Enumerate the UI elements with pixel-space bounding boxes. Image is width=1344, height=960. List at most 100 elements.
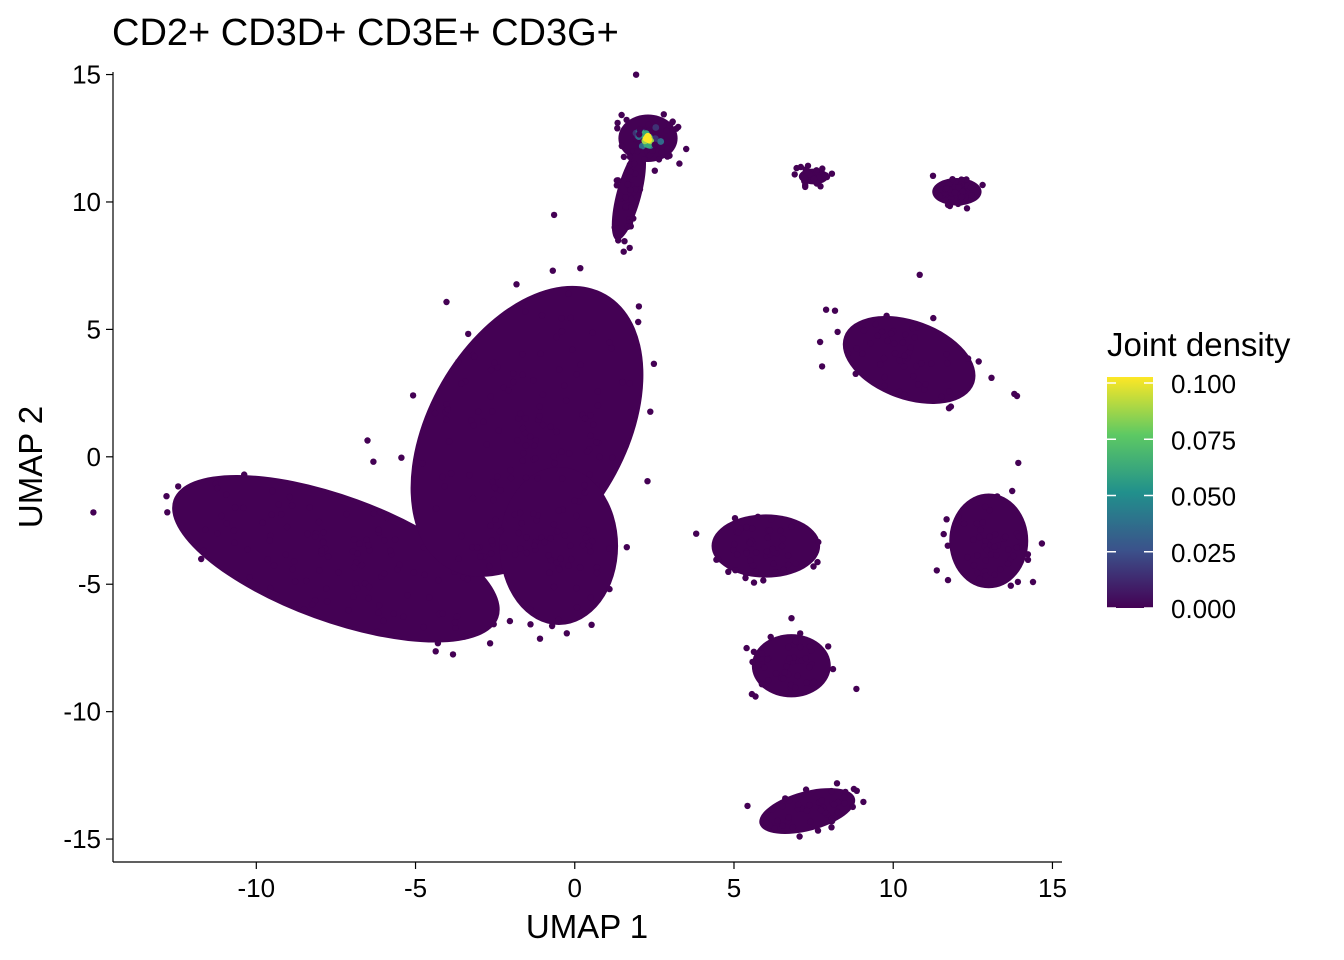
cell-point (200, 547, 207, 554)
cell-point (231, 504, 239, 511)
cell-point (352, 580, 359, 587)
cell-point (807, 818, 814, 825)
cell-point (626, 173, 633, 180)
cell-point (891, 350, 899, 357)
cell-point (813, 167, 820, 174)
cell-point (829, 817, 836, 825)
cell-point (622, 443, 629, 450)
cell-point (909, 325, 916, 332)
cell-point (785, 814, 792, 821)
cell-point (606, 339, 613, 346)
colorbar-tick-label: 0.050 (1171, 482, 1236, 512)
cell-point (1024, 551, 1032, 558)
cell-point (988, 374, 995, 381)
cell-point (976, 533, 983, 541)
cell-point (613, 182, 620, 189)
cell-point (955, 513, 962, 521)
cell-point (628, 204, 635, 211)
cell-point (266, 537, 273, 544)
cell-point (473, 544, 481, 551)
cell-point (573, 604, 581, 611)
cell-point (986, 507, 993, 514)
cell-point (734, 529, 742, 536)
cell-point (175, 483, 182, 490)
cell-point (622, 194, 629, 201)
cell-point (536, 413, 543, 420)
cell-point (461, 633, 468, 640)
colorbar-tick-label: 0.100 (1171, 369, 1236, 399)
x-tick-label: -5 (404, 873, 427, 903)
cell-point (396, 561, 403, 568)
cell-point (959, 188, 966, 195)
cell-point (345, 607, 352, 614)
cell-point (507, 466, 514, 474)
cell-point (518, 520, 525, 527)
cell-point (981, 568, 989, 575)
cell-point (381, 537, 388, 544)
cell-point (589, 329, 596, 336)
cell-point (443, 401, 450, 408)
cell-point (900, 363, 908, 370)
cell-point (1002, 533, 1009, 540)
cell-point (370, 510, 377, 517)
cell-point (458, 532, 465, 540)
cell-point (647, 408, 654, 415)
cell-point (577, 265, 584, 272)
cell-point (567, 542, 574, 549)
cell-point (278, 511, 285, 518)
cell-point (982, 557, 989, 564)
cell-point (494, 473, 501, 480)
cell-point (315, 518, 323, 526)
cell-point (596, 453, 603, 461)
cell-point (202, 526, 209, 533)
cell-point (515, 529, 522, 537)
cell-point (973, 520, 980, 527)
cell-point (549, 267, 556, 274)
cell-point (323, 598, 331, 605)
cluster-body (499, 467, 619, 625)
cell-point (823, 173, 831, 181)
cell-point (828, 787, 835, 795)
cell-point (635, 318, 642, 326)
cell-point (896, 388, 903, 395)
cell-point (930, 314, 937, 322)
cell-point (324, 553, 332, 560)
cell-point (538, 534, 545, 541)
cell-point (458, 380, 465, 387)
cell-point (997, 566, 1004, 573)
cell-point (275, 501, 282, 508)
cell-point (783, 663, 790, 670)
cell-point (537, 350, 544, 357)
cell-cluster (791, 162, 836, 191)
cell-point (290, 558, 298, 565)
cell-point (511, 511, 518, 518)
cell-point (480, 418, 487, 425)
cell-point (432, 648, 439, 655)
cell-point (569, 346, 576, 353)
cell-point (520, 450, 527, 457)
cell-point (734, 551, 741, 558)
cell-point (583, 448, 591, 455)
cell-point (977, 526, 984, 533)
cell-point (664, 145, 671, 153)
cell-point (404, 592, 411, 599)
cell-point (536, 403, 543, 410)
cell-point (968, 192, 975, 199)
cell-point (693, 530, 700, 537)
cell-point (963, 205, 971, 212)
cell-point (683, 145, 690, 153)
cell-point (246, 574, 253, 581)
cell-point (455, 358, 462, 366)
cell-point (627, 195, 635, 203)
cell-point (780, 566, 787, 574)
cell-point (381, 570, 388, 577)
cell-point (577, 361, 584, 368)
cluster-body (611, 148, 647, 241)
cell-point (1010, 552, 1017, 560)
cell-point (623, 116, 630, 124)
cell-point (794, 801, 802, 808)
cell-point (311, 597, 319, 604)
cell-point (489, 408, 496, 415)
cell-point (958, 193, 965, 201)
y-tick-label: -10 (63, 697, 101, 727)
